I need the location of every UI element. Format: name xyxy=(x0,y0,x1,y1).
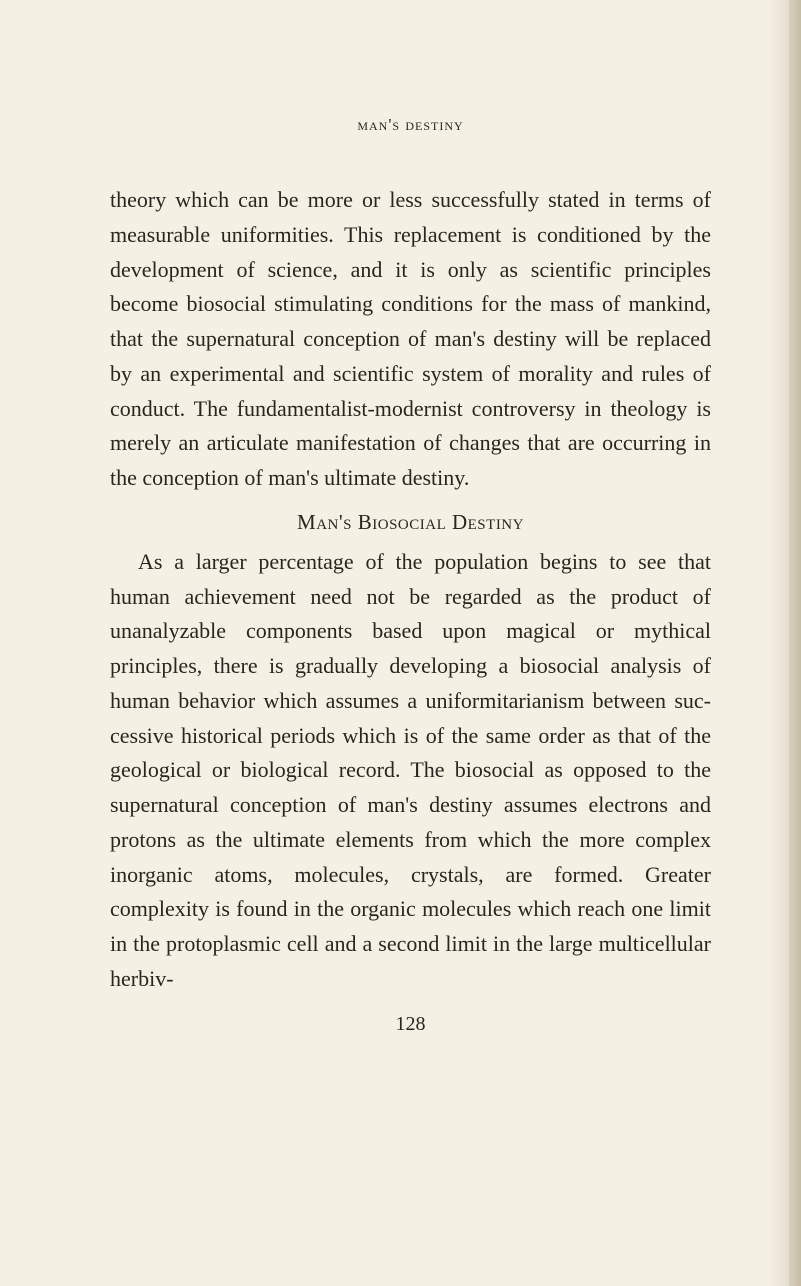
paragraph-body: As a larger percentage of the population… xyxy=(110,545,711,997)
page-edge xyxy=(789,0,801,1286)
paragraph-continuation: theory which can be more or less success… xyxy=(110,183,711,496)
page-shadow xyxy=(769,0,789,1286)
page-number: 128 xyxy=(110,1013,711,1036)
book-page: man's destiny theory which can be more o… xyxy=(0,0,801,1286)
section-heading: Man's Biosocial Destiny xyxy=(110,510,711,535)
running-header: man's destiny xyxy=(110,115,711,135)
